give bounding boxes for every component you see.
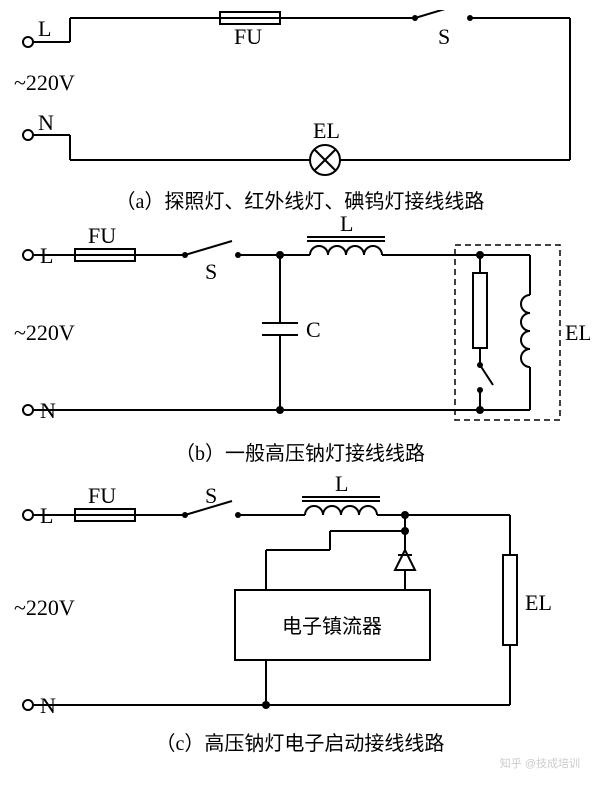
label-FU-c: FU xyxy=(88,483,116,508)
caption-c: （c）高压钠灯电子启动接线线路 xyxy=(156,732,445,755)
circuit-b: L FU S L xyxy=(14,211,590,465)
lamp-EL-c xyxy=(503,555,517,645)
circuit-a: L FU S EL N ~220V （a）探照灯、红 xyxy=(14,10,570,213)
igniter-icon xyxy=(395,550,415,570)
label-N-a: N xyxy=(38,110,54,135)
label-S-a: S xyxy=(438,24,450,49)
el-enclosure-b xyxy=(455,245,560,420)
label-S-b: S xyxy=(205,259,217,284)
label-voltage-a: ~220V xyxy=(14,70,75,95)
terminal-N-a xyxy=(23,130,33,140)
diagram-container: L FU S EL N ~220V （a）探照灯、红 xyxy=(10,10,590,791)
starter-b xyxy=(473,273,487,348)
terminal-N-c xyxy=(23,700,33,710)
terminal-L-a xyxy=(23,37,33,47)
label-N-c: N xyxy=(40,693,56,718)
terminal-L-c xyxy=(23,510,33,520)
circuit-c: L FU S L EL N 电子镇流器 xyxy=(14,471,552,755)
lamp-EL-b xyxy=(521,295,530,367)
label-voltage-b: ~220V xyxy=(14,320,75,345)
label-FU-a: FU xyxy=(234,24,262,49)
label-voltage-c: ~220V xyxy=(14,595,75,620)
label-L-a: L xyxy=(38,16,51,41)
label-EL-b: EL xyxy=(565,320,590,345)
label-C-b: C xyxy=(306,317,321,342)
label-EL-a: EL xyxy=(313,118,340,143)
inductor-b xyxy=(307,237,385,255)
label-N-b: N xyxy=(40,398,56,423)
label-EL-c: EL xyxy=(525,590,552,615)
terminal-N-b xyxy=(23,405,33,415)
watermark: 知乎 @技成培训 xyxy=(500,755,580,771)
caption-a: （a）探照灯、红外线灯、碘钨灯接线线路 xyxy=(116,190,485,213)
label-FU-b: FU xyxy=(88,223,116,248)
label-inductor-c: L xyxy=(335,471,348,496)
circuit-svg: L FU S EL N ~220V （a）探照灯、红 xyxy=(10,10,590,791)
label-S-c: S xyxy=(205,483,217,508)
caption-b: （b）一般高压钠灯接线线路 xyxy=(175,442,425,465)
terminal-L-b xyxy=(23,250,33,260)
label-inductor-b: L xyxy=(340,211,353,236)
inductor-c xyxy=(302,497,380,515)
ballast-text: 电子镇流器 xyxy=(282,615,382,638)
